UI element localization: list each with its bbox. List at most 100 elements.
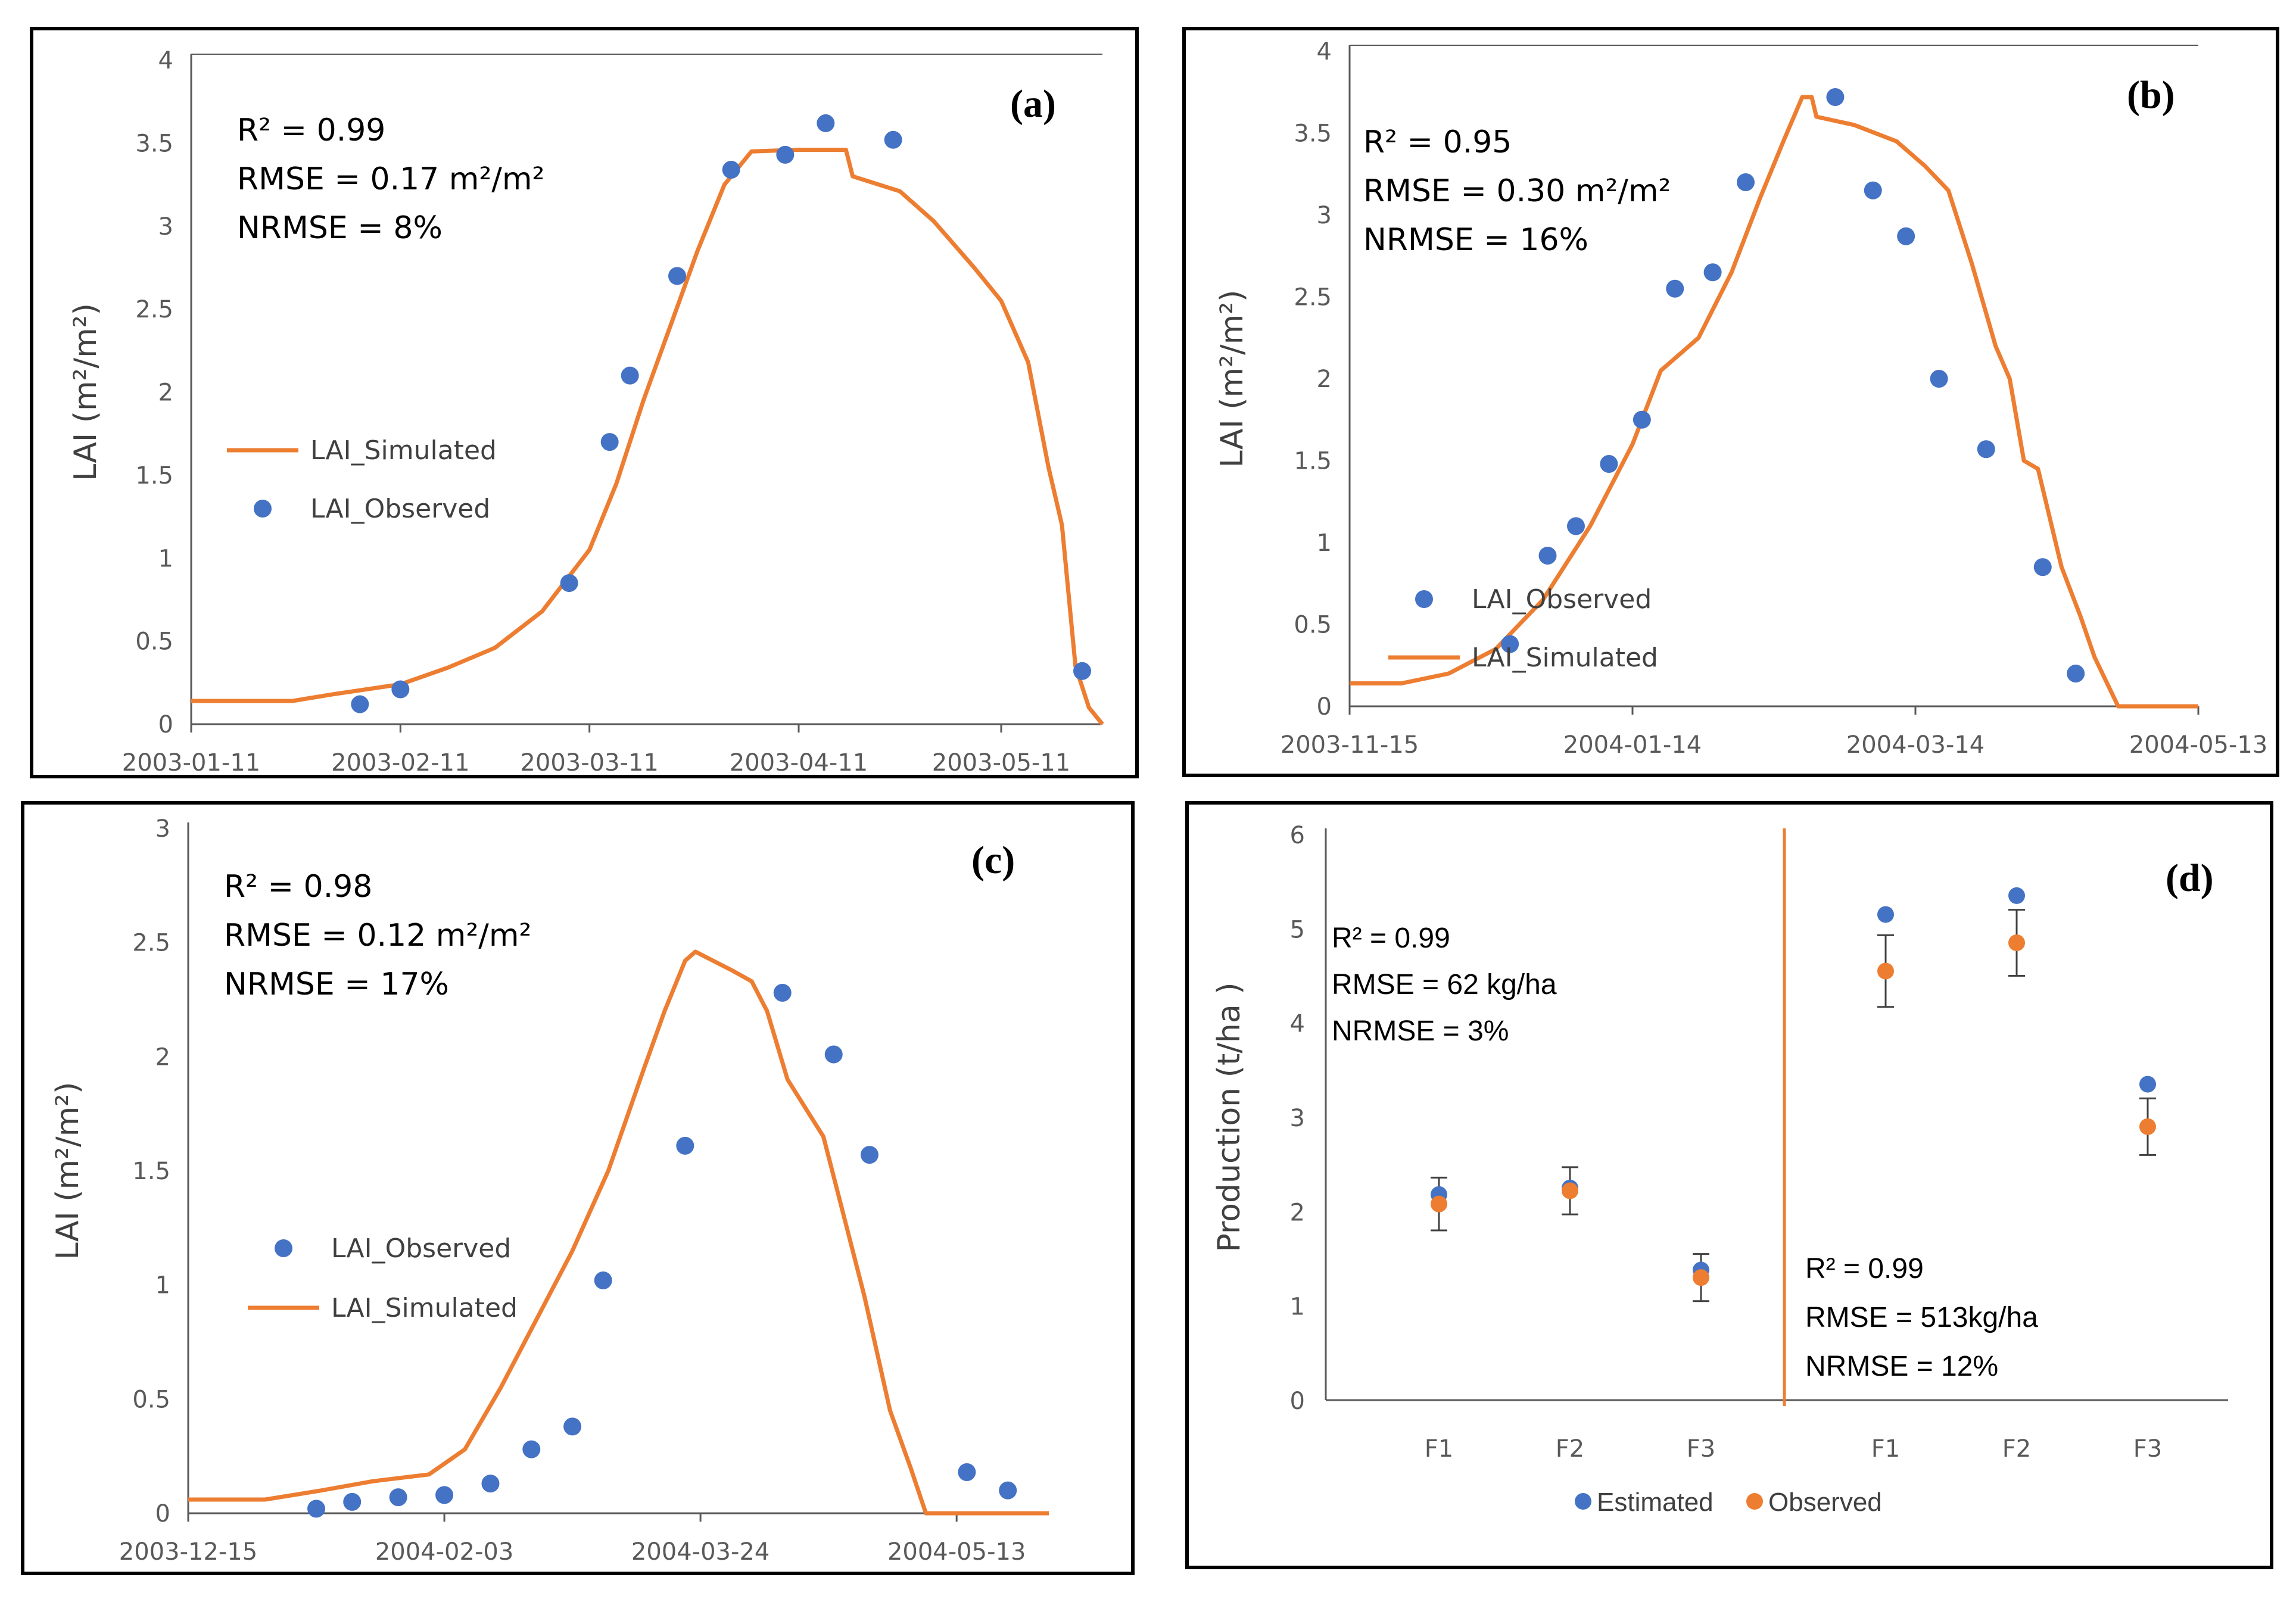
panel-label: (c) (971, 839, 1015, 882)
data-point-lai-observed (351, 695, 369, 713)
x-tick-label: 2003-12-15 (119, 1538, 257, 1566)
lai-chart-c: 0 0.5 1 1.5 2 2.5 3 2003-12-15 2004-02-03 2004-03… (50, 815, 1049, 1566)
data-point-estimated (1877, 906, 1894, 923)
panel-label: (b) (2127, 73, 2175, 117)
data-point-lai-observed (1897, 227, 1915, 245)
data-point-estimated (2008, 887, 2025, 904)
legend-swatch-observed (1415, 590, 1433, 608)
data-point-lai-observed (522, 1440, 541, 1458)
stat-line-left: RMSE = 62 kg/ha (1332, 969, 1557, 1001)
stat-line: RMSE = 0.17 m²/m² (237, 161, 544, 197)
data-point-lai-observed (307, 1500, 326, 1518)
x-tick-label: 2003-11-15 (1281, 731, 1419, 759)
data-point-lai-observed (435, 1486, 454, 1504)
y-tick-label: 4 (1290, 1011, 1305, 1038)
data-point-lai-observed (860, 1146, 878, 1164)
data-point-lai-observed (594, 1271, 612, 1289)
stat-line: NRMSE = 8% (237, 210, 443, 246)
stat-line-right: NRMSE = 12% (1805, 1351, 1998, 1382)
stat-line: RMSE = 0.12 m²/m² (224, 918, 531, 953)
x-tick-label: 2003-02-11 (331, 749, 469, 775)
stat-line-left: NRMSE = 3% (1332, 1015, 1509, 1047)
y-axis-title: LAI (m²/m²) (68, 303, 104, 481)
data-point-lai-observed (999, 1481, 1017, 1500)
legend-label-simulated: LAI_Simulated (310, 435, 497, 466)
y-tick-label: 5 (1290, 916, 1305, 943)
y-tick-label: 0 (158, 711, 173, 738)
x-category-label: F3 (1687, 1435, 1715, 1463)
data-point-lai-observed (1666, 279, 1684, 298)
y-tick-label: 1 (1290, 1294, 1305, 1321)
stat-line: R² = 0.99 (237, 113, 385, 148)
y-tick-label: 4 (158, 47, 173, 74)
y-tick-label: 3 (1290, 1105, 1305, 1132)
legend-label-observed: LAI_Observed (331, 1233, 511, 1264)
legend-label-estimated: Estimated (1597, 1488, 1714, 1517)
y-tick-label: 0.5 (135, 628, 173, 656)
y-axis-title: LAI (m²/m²) (50, 1082, 86, 1260)
y-tick-label: 3 (1317, 202, 1332, 229)
lai-chart-b: 0 0.5 1 1.5 2 2.5 3 3.5 4 2003-11-15 2004-01-14 200… (1214, 38, 2267, 759)
lai-chart-a: 0 0.5 1 1.5 2 2.5 3 3.5 4 2003-01-11 2003-02-11 200… (68, 47, 1104, 775)
x-category-label: F1 (1871, 1435, 1900, 1463)
data-point-lai-observed (958, 1463, 976, 1481)
y-tick-label: 0 (1317, 693, 1332, 721)
data-point-lai-observed (389, 1488, 407, 1507)
stat-line: NRMSE = 17% (224, 967, 449, 1002)
data-point-lai-observed (1501, 635, 1519, 653)
y-tick-label: 3.5 (1294, 120, 1332, 148)
chart-panel-a: 0 0.5 1 1.5 2 2.5 3 3.5 4 2003-01-11 2003-02-11 200… (30, 27, 1139, 778)
data-point-lai-observed (668, 267, 686, 285)
y-tick-label: 1 (158, 545, 173, 572)
data-point-lai-observed (1567, 517, 1585, 535)
data-point-lai-observed (621, 366, 639, 385)
series-line-lai-simulated (188, 949, 1049, 1516)
x-tick-label: 2003-03-11 (520, 749, 658, 775)
data-point-lai-observed (884, 130, 902, 149)
stat-line: R² = 0.98 (224, 869, 372, 905)
y-tick-label: 2 (155, 1043, 170, 1071)
legend-label-observed: LAI_Observed (310, 494, 490, 524)
production-chart-d: 0 1 2 3 4 5 6 F1 F2 F3 F1 F2 F3 Production (t/ha ) R² … (1211, 822, 2228, 1517)
data-point-lai-observed (817, 114, 835, 132)
y-tick-label: 0 (155, 1500, 170, 1528)
data-point-lai-observed (391, 680, 410, 699)
stat-line-right: RMSE = 513kg/ha (1805, 1302, 2038, 1333)
legend-label-observed: LAI_Observed (1472, 584, 1652, 615)
y-tick-label: 6 (1290, 822, 1305, 849)
data-point-lai-observed (1633, 410, 1651, 429)
legend-swatch-observed (254, 500, 272, 518)
data-point-observed (1431, 1195, 1447, 1213)
data-point-estimated (2139, 1076, 2156, 1093)
stat-line: RMSE = 0.30 m²/m² (1363, 173, 1671, 209)
x-tick-label: 2003-05-11 (932, 749, 1070, 775)
stat-line: R² = 0.95 (1363, 124, 1512, 160)
data-point-observed (1562, 1182, 1578, 1199)
y-tick-label: 1.5 (1294, 448, 1332, 475)
x-tick-label: 2004-02-03 (375, 1538, 513, 1566)
data-point-lai-observed (563, 1417, 582, 1436)
data-point-lai-observed (1864, 181, 1882, 200)
x-category-label: F1 (1425, 1435, 1453, 1463)
data-point-lai-observed (2033, 558, 2052, 576)
x-category-label: F2 (2002, 1435, 2031, 1463)
x-tick-label: 2004-05-13 (887, 1538, 1026, 1566)
x-category-label: F2 (1556, 1435, 1584, 1463)
panel-label: (d) (2166, 856, 2214, 900)
y-axis-title: Production (t/ha ) (1211, 982, 1247, 1252)
data-point-lai-observed (1977, 440, 1995, 459)
x-category-label: F3 (2133, 1435, 2162, 1463)
y-tick-label: 3 (158, 213, 173, 241)
y-tick-label: 0 (1290, 1388, 1305, 1415)
data-point-lai-observed (776, 145, 795, 164)
y-tick-label: 3 (155, 815, 170, 843)
y-tick-label: 1.5 (135, 462, 173, 490)
series-line-lai-simulated (191, 148, 1104, 726)
series-line-lai-simulated (1350, 95, 2198, 709)
y-tick-label: 2.5 (132, 930, 170, 957)
data-point-lai-observed (824, 1045, 843, 1064)
data-point-observed (2008, 934, 2025, 952)
data-point-observed (2139, 1118, 2156, 1135)
y-tick-label: 2 (1317, 366, 1332, 393)
stat-line-right: R² = 0.99 (1805, 1253, 1924, 1285)
